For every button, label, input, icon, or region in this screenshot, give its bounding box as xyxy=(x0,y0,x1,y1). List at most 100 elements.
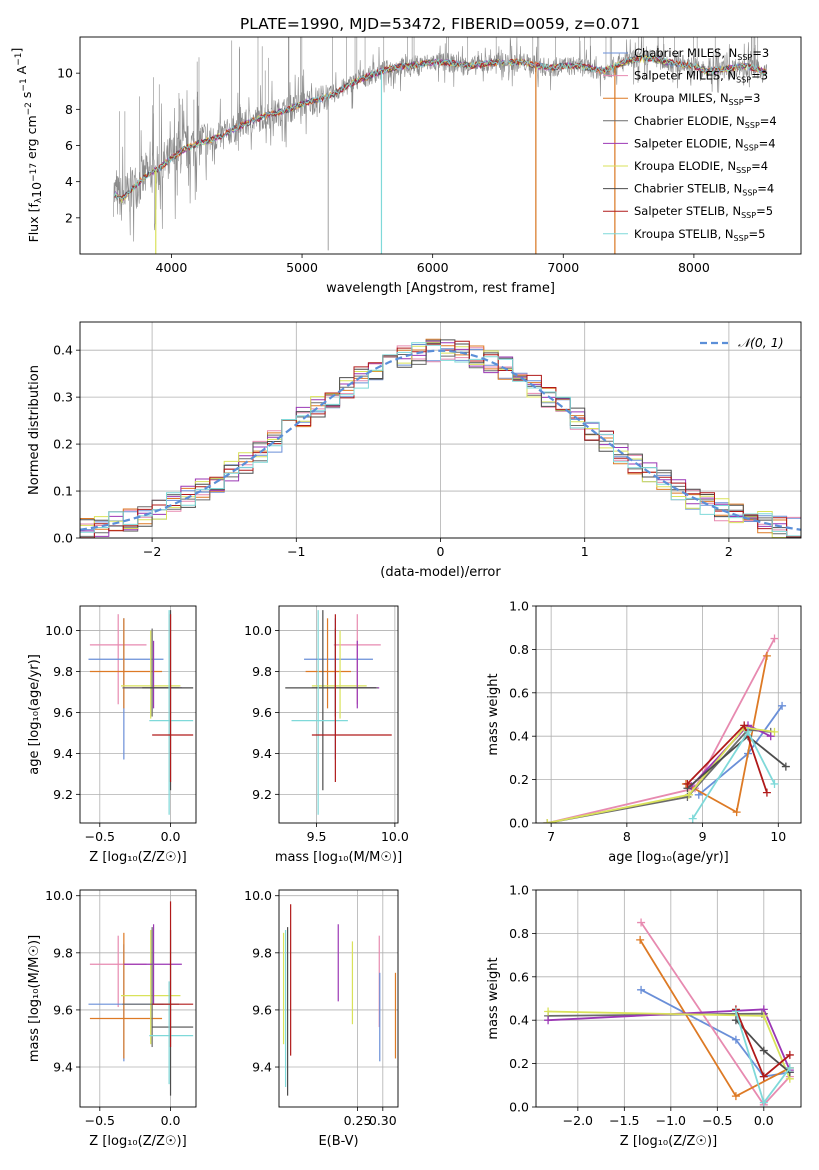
y-tick-label: 6 xyxy=(65,138,73,153)
y-tick-label: 0.4 xyxy=(509,1013,529,1028)
legend-sub: SSP xyxy=(742,189,757,198)
x-axis-label: Z [log₁₀(Z/Z☉)] xyxy=(620,1134,717,1149)
legend-label-salpeter_elodie: Salpeter ELODIE, NSSP=4 xyxy=(634,136,776,152)
y-label-part: −2 xyxy=(24,102,34,115)
legend-n: =3 xyxy=(751,69,768,83)
x-tick-label: 1 xyxy=(581,544,589,559)
plot-frame xyxy=(278,605,399,824)
marker-kroupa_miles xyxy=(731,1092,740,1101)
y-label-part: −1 xyxy=(19,78,29,91)
y-tick-label: 10.0 xyxy=(45,888,73,903)
marker-kroupa_stelib xyxy=(731,1007,740,1016)
y-tick-label: 0.0 xyxy=(509,1100,529,1115)
marker-chabrier_miles xyxy=(778,701,787,710)
marker-kroupa_elodie xyxy=(759,1011,768,1020)
y-tick-label: 2 xyxy=(65,210,73,225)
legend-sub: SSP xyxy=(737,53,752,62)
model-spectrum-salpeter_stelib xyxy=(113,54,767,199)
y-label-part: Flux [f xyxy=(26,203,41,243)
legend-label-salpeter_stelib: Salpeter STELIB, NSSP=5 xyxy=(634,204,773,220)
observed-spectrum xyxy=(113,37,768,242)
histogram-curves xyxy=(80,338,801,538)
marker-kroupa_elodie xyxy=(544,1007,553,1016)
marker-salpeter_stelib xyxy=(785,1050,794,1059)
y-axis-label: Flux [fλ10−17 erg cm−2 s−1 A−1] xyxy=(9,48,44,243)
legend-text: Salpeter STELIB, N xyxy=(634,204,741,218)
y-tick-label: 0.8 xyxy=(509,926,529,941)
normal-curve xyxy=(80,349,801,531)
y-tick-label: 10.0 xyxy=(45,623,73,638)
y-tick-label: 9.6 xyxy=(252,1002,272,1017)
legend-text: Kroupa STELIB, N xyxy=(634,227,734,241)
legend-text: Kroupa ELODIE, N xyxy=(634,159,736,173)
marker-kroupa_stelib xyxy=(770,779,779,788)
y-tick-label: 1.0 xyxy=(509,599,529,614)
y-tick-label: 8 xyxy=(65,102,73,117)
model-spectrum-kroupa_stelib xyxy=(113,55,767,200)
y-tick-label: 10.0 xyxy=(244,623,272,638)
legend-text: Kroupa MILES, N xyxy=(634,91,729,105)
legend-n: =4 xyxy=(757,182,774,196)
plot-frame xyxy=(535,605,802,824)
y-axis-label: mass weight xyxy=(486,957,501,1039)
marker-salpeter_stelib xyxy=(683,779,692,788)
x-tick-label: −0.5 xyxy=(85,1113,115,1128)
legend-n: =4 xyxy=(760,114,777,128)
y-tick-label: 9.2 xyxy=(252,787,272,802)
x-tick-label: −0.5 xyxy=(702,1113,732,1128)
x-tick-label: −0.5 xyxy=(85,829,115,844)
x-tick-label: 0.30 xyxy=(369,1113,397,1128)
legend-text: Chabrier ELODIE, N xyxy=(634,114,745,128)
y-tick-label: 10.0 xyxy=(244,888,272,903)
x-tick-label: −1.0 xyxy=(656,1113,686,1128)
spectrum-curves xyxy=(113,37,768,254)
x-tick-label: 0 xyxy=(437,544,445,559)
legend-sub: SSP xyxy=(736,166,751,175)
x-axis-label: wavelength [Angstrom, rest frame] xyxy=(326,281,555,296)
y-tick-label: 9.8 xyxy=(252,945,272,960)
y-tick-label: 9.4 xyxy=(252,1060,272,1075)
x-axis-label: age [log₁₀(age/yr)] xyxy=(608,850,729,865)
legend-label-chabrier_miles: Chabrier MILES, NSSP=3 xyxy=(634,46,769,62)
age-vs-mass-panel: 9.5 10.0 9.2 9.4 9.6 9.8 10.0 mass [log₁₀(M/M☉)… xyxy=(244,605,409,865)
x-tick-label: −2 xyxy=(143,544,161,559)
y-tick-label: 9.4 xyxy=(53,1060,73,1075)
x-tick-label: 8 xyxy=(623,829,631,844)
marker-kroupa_stelib xyxy=(785,1063,794,1072)
y-tick-label: 0.4 xyxy=(53,343,73,358)
mass-vs-metallicity-panel: −0.5 0.0 9.4 9.6 9.8 10.0 Z [log₁₀(Z/Z☉)] mass … xyxy=(27,888,197,1149)
legend-n: =4 xyxy=(751,159,768,173)
y-tick-label: 9.8 xyxy=(252,664,272,679)
y-tick-label: 9.8 xyxy=(53,945,73,960)
legend-label-chabrier_elodie: Chabrier ELODIE, NSSP=4 xyxy=(634,114,777,130)
legend-text: Chabrier STELIB, N xyxy=(634,182,742,196)
marker-chabrier_stelib xyxy=(759,1046,768,1055)
error-bars xyxy=(282,904,397,1096)
y-tick-label: 0.8 xyxy=(509,642,529,657)
x-tick-label: 9 xyxy=(699,829,707,844)
mass-vs-ebv-panel: 0.250.30 9.4 9.6 9.8 10.0 E(B-V) xyxy=(244,888,399,1149)
plot-frame xyxy=(79,889,197,1108)
weight-vs-metallicity-panel: −2.0 −1.5 −1.0 −0.5 0.0 0.0 0.2 0.4 0.6 0.8 1.0 Z [… xyxy=(486,883,802,1149)
plot-frame xyxy=(79,36,802,255)
y-tick-label: 9.6 xyxy=(53,1002,73,1017)
marker-kroupa_elodie xyxy=(770,727,779,736)
marker-salpeter_stelib xyxy=(759,1072,768,1081)
y-axis-label: age [log₁₀(age/yr)] xyxy=(27,654,42,775)
x-axis-label: Z [log₁₀(Z/Z☉)] xyxy=(89,1134,186,1149)
y-tick-label: 9.8 xyxy=(53,664,73,679)
marker-kroupa_stelib xyxy=(688,814,697,823)
legend-label-chabrier_stelib: Chabrier STELIB, NSSP=4 xyxy=(634,182,774,198)
legend-sub: SSP xyxy=(741,211,756,220)
y-axis-label: Normed distribution xyxy=(27,365,42,495)
y-tick-label: 9.6 xyxy=(53,705,73,720)
y-tick-label: 0.0 xyxy=(509,816,529,831)
y-tick-label: 0.2 xyxy=(509,772,529,787)
weight-lines xyxy=(544,918,794,1107)
y-tick-label: 0.4 xyxy=(509,729,529,744)
y-tick-label: 0.2 xyxy=(53,437,73,452)
x-tick-label: 0.0 xyxy=(754,1113,774,1128)
marker-salpeter_stelib xyxy=(762,788,771,797)
x-tick-label: 0.25 xyxy=(344,1113,372,1128)
line-kroupa_elodie xyxy=(547,726,775,823)
